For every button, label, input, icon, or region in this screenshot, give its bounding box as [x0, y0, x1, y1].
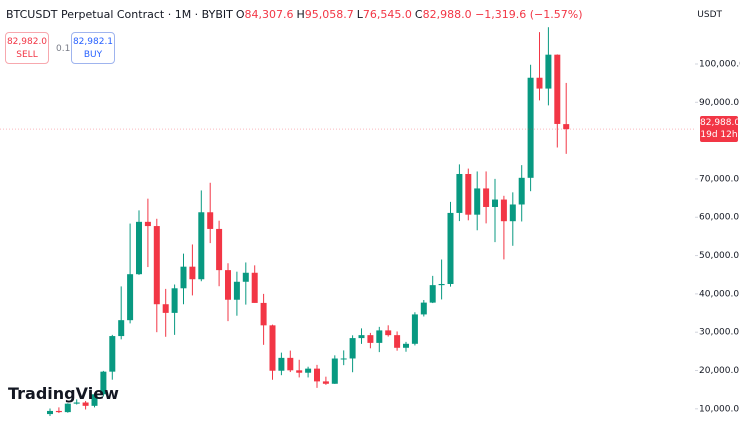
- candle-body: [447, 212, 454, 284]
- y-tick-label: 40,000.0: [699, 289, 739, 299]
- candle-body: [394, 335, 401, 348]
- candle-body: [429, 285, 436, 303]
- candle-body: [242, 272, 249, 282]
- buy-label: BUY: [83, 50, 103, 60]
- y-tick-label: 10,000.0: [699, 404, 739, 414]
- candle-body: [305, 368, 312, 373]
- candle-body: [349, 338, 356, 359]
- candle-body: [233, 281, 240, 300]
- sell-label: SELL: [16, 50, 38, 60]
- price-tag: 82,988.0 19d 12h: [700, 116, 740, 143]
- candle-body: [64, 403, 71, 413]
- candle-body: [171, 288, 178, 313]
- candle-body: [403, 343, 409, 348]
- candle-body: [554, 54, 561, 124]
- candle-body: [376, 330, 383, 343]
- ohlc-key: O: [235, 8, 245, 21]
- y-tick-label: 70,000.0: [699, 174, 739, 184]
- y-tick-label: 20,000.0: [699, 366, 739, 376]
- change: −1,319.6 (−1.57%): [475, 8, 583, 21]
- candle-body: [251, 272, 258, 303]
- candle-body: [322, 381, 329, 384]
- candle-body: [527, 77, 534, 178]
- ohlc: O84,307.6 H95,058.7 L76,545.0 C82,988.0: [233, 8, 472, 21]
- candle-body: [278, 357, 285, 371]
- candle-body: [73, 402, 80, 404]
- candle-body: [492, 199, 498, 207]
- candle-body: [180, 266, 187, 289]
- candle-body: [518, 177, 525, 205]
- ohlc-key: L: [356, 8, 363, 21]
- y-tick-label: 30,000.0: [699, 328, 739, 338]
- symbol: BTCUSDT Perpetual Contract · 1M · BYBIT: [6, 8, 233, 21]
- candle-body: [287, 357, 294, 371]
- y-tick-label: 60,000.0: [699, 213, 739, 223]
- y-tick-label: 100,000.0: [699, 59, 740, 69]
- last-price: 82,988.0: [700, 118, 740, 129]
- candle-body: [509, 204, 516, 222]
- ohlc-value: 76,545.0: [362, 8, 412, 21]
- candle-body: [314, 368, 320, 382]
- candle-body: [269, 325, 276, 371]
- candle-body: [420, 302, 427, 315]
- countdown: 19d 12h: [700, 130, 738, 141]
- brand: TradingView: [8, 384, 119, 403]
- ohlc-value: 82,988.0: [422, 8, 472, 21]
- spread: 0.1: [56, 44, 71, 54]
- candle-body: [109, 336, 116, 372]
- candle-body: [260, 302, 267, 326]
- buy-button[interactable]: 82,982.1 BUY: [71, 32, 115, 64]
- candle-body: [465, 173, 472, 215]
- currency[interactable]: USDT: [697, 10, 722, 20]
- candle-body: [91, 394, 98, 406]
- candle-body: [536, 77, 543, 89]
- sell-price: 82,982.0: [6, 37, 48, 47]
- y-tick-label: 90,000.0: [699, 98, 739, 108]
- candle-body: [474, 188, 481, 215]
- candle-body: [411, 314, 418, 344]
- candle-body: [500, 199, 507, 222]
- candle-body: [340, 358, 347, 360]
- candle-body: [358, 335, 365, 339]
- ohlc-value: 84,307.6: [244, 8, 294, 21]
- candle-body: [136, 221, 142, 275]
- candle-body: [198, 212, 205, 280]
- candle-body: [216, 228, 223, 271]
- sell-button[interactable]: 82,982.0 SELL: [5, 32, 49, 64]
- candle-body: [545, 54, 552, 89]
- candle-body: [47, 410, 53, 415]
- candle-body: [385, 330, 392, 336]
- candle-body: [144, 221, 151, 227]
- candle-body: [296, 370, 303, 373]
- candle-body: [118, 320, 125, 337]
- candle-body: [367, 335, 374, 343]
- buy-price: 82,982.1: [72, 37, 114, 47]
- y-tick-label: 50,000.0: [699, 251, 739, 261]
- candle-body: [100, 371, 107, 395]
- candle-body: [82, 402, 89, 406]
- candle-body: [225, 270, 231, 300]
- candle-body: [55, 410, 62, 413]
- candle-body: [153, 226, 160, 305]
- ohlc-key: H: [296, 8, 305, 21]
- candle-body: [162, 304, 169, 313]
- candle-body: [483, 188, 490, 207]
- candle-body: [456, 173, 463, 213]
- symbol-header: BTCUSDT Perpetual Contract · 1M · BYBIT O…: [6, 8, 583, 21]
- candle-body: [563, 124, 570, 130]
- candle-body: [331, 358, 338, 384]
- candle-body: [127, 274, 134, 321]
- ohlc-key: C: [414, 8, 423, 21]
- candle-body: [189, 266, 196, 280]
- candle-body: [207, 212, 214, 229]
- candle-body: [438, 283, 445, 286]
- ohlc-value: 95,058.7: [304, 8, 354, 21]
